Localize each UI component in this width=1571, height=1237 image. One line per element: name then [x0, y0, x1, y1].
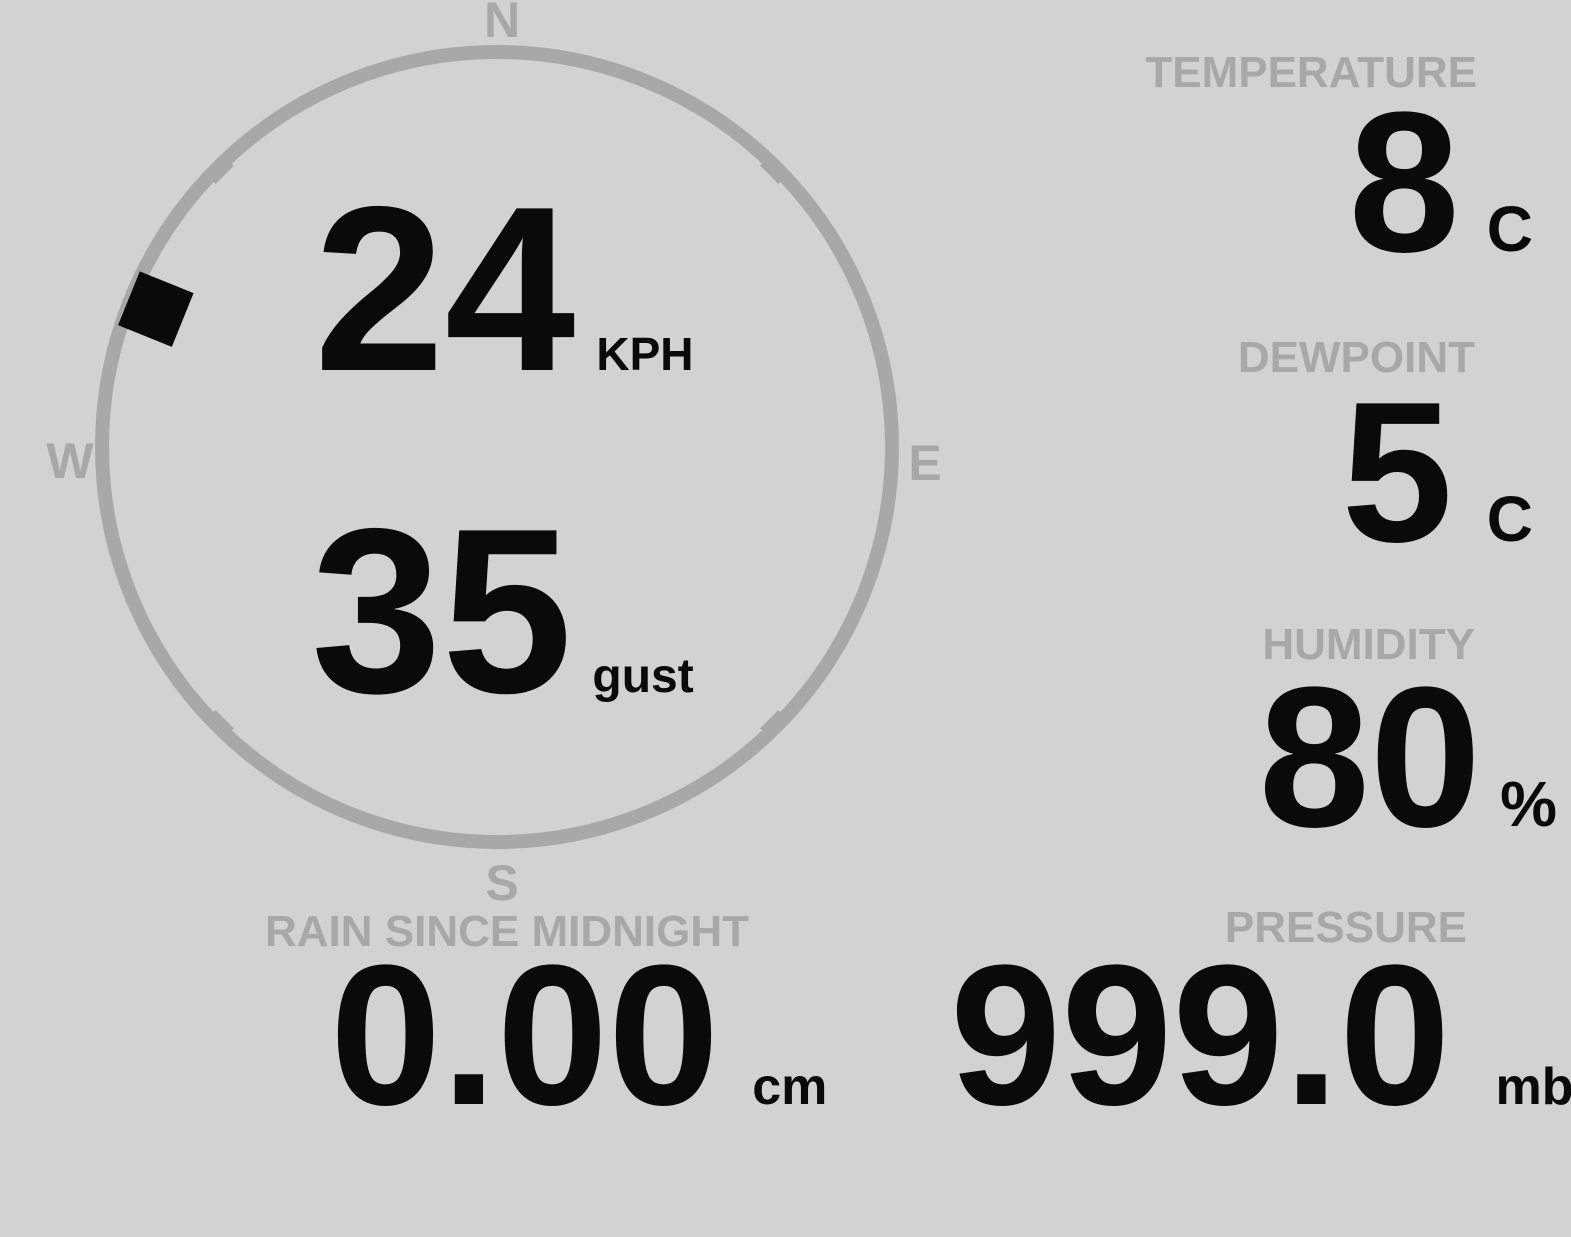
rain-unit: cm [752, 1058, 828, 1116]
wind-speed-unit: KPH [596, 328, 694, 380]
rain-value: 0.00 [330, 924, 720, 1147]
dewpoint-label: DEWPOINT [1237, 333, 1475, 382]
dewpoint-value: 5 [1341, 361, 1453, 584]
pressure-unit: mb [1495, 1058, 1571, 1116]
wind-speed-reading: 24 KPH [314, 171, 694, 406]
temperature-unit: C [1486, 193, 1533, 265]
pressure-value: 999.0 [950, 924, 1451, 1147]
cardinal-north-label: N [483, 0, 521, 48]
cardinal-south-label: S [485, 855, 519, 911]
wind-gust-unit: gust [592, 650, 694, 703]
cardinal-west-label: W [46, 433, 94, 489]
pressure-label: PRESSURE [1224, 903, 1467, 952]
temperature-value: 8 [1348, 71, 1460, 294]
pressure-reading: 999.0 mb [950, 936, 1571, 1136]
wind-gust-value: 35 [311, 479, 573, 742]
humidity-label: HUMIDITY [1262, 620, 1475, 669]
humidity-value: 80 [1258, 646, 1482, 869]
wind-gust-reading: 35 gust [311, 493, 694, 728]
dewpoint-reading: 5 C [1342, 373, 1533, 573]
humidity-unit: % [1500, 768, 1557, 840]
temperature-label: TEMPERATURE [1145, 48, 1477, 97]
dewpoint-unit: C [1486, 483, 1533, 555]
cardinal-east-label: E [908, 435, 942, 491]
temperature-reading: 8 C [1349, 83, 1533, 283]
humidity-reading: 80 % [1259, 658, 1557, 858]
wind-speed-value: 24 [314, 157, 576, 420]
rain-reading: 0.00 cm [330, 936, 827, 1136]
rain-label: RAIN SINCE MIDNIGHT [265, 907, 749, 956]
